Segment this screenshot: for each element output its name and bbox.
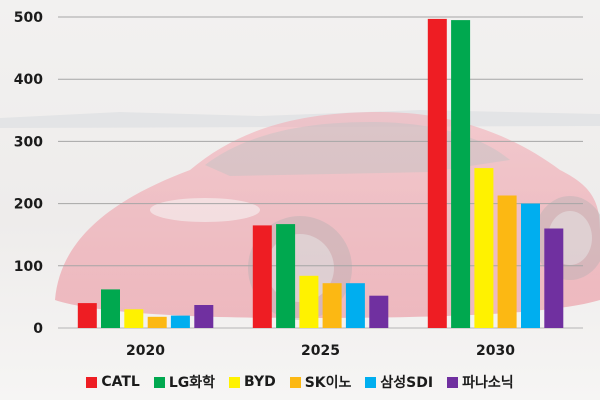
legend-item: SK이노 bbox=[289, 372, 352, 392]
legend-item: 삼성SDI bbox=[365, 372, 433, 392]
legend-label: CATL bbox=[101, 374, 140, 390]
y-tick-label: 200 bbox=[14, 197, 43, 213]
bar-파나소닉-2025 bbox=[369, 295, 389, 328]
legend-label: LG화학 bbox=[168, 375, 216, 391]
bar-SK이노-2030 bbox=[497, 195, 517, 328]
legend-swatch bbox=[365, 376, 377, 388]
legend-label: SK이노 bbox=[304, 375, 352, 391]
legend-swatch bbox=[86, 376, 98, 388]
bar-BYD-2030 bbox=[474, 168, 494, 328]
legend-item: BYD bbox=[229, 374, 276, 390]
bar-SK이노-2025 bbox=[322, 283, 342, 328]
legend-swatch bbox=[289, 376, 301, 388]
legend: CATL LG화학 BYD SK이노 삼성SDI 파나소닉 bbox=[0, 369, 600, 395]
legend-label: BYD bbox=[244, 374, 276, 390]
legend-item: LG화학 bbox=[153, 372, 216, 392]
y-tick-label: 300 bbox=[14, 134, 43, 150]
bar-파나소닉-2030 bbox=[544, 228, 564, 328]
legend-swatch bbox=[229, 376, 241, 388]
y-axis-ticks: 0 100 200 300 400 500 bbox=[14, 10, 43, 337]
bar-CATL-2030 bbox=[427, 18, 447, 329]
bar-SK이노-2020 bbox=[147, 316, 167, 328]
x-category-label: 2020 bbox=[126, 343, 165, 359]
y-tick-label: 400 bbox=[14, 72, 43, 88]
bar-삼성SDI-2030 bbox=[521, 203, 540, 328]
legend-item: 파나소닉 bbox=[447, 372, 514, 392]
x-category-label: 2025 bbox=[301, 343, 340, 359]
bar-LG화학-2025 bbox=[276, 224, 296, 328]
y-tick-label: 0 bbox=[33, 321, 43, 337]
bar-BYD-2025 bbox=[299, 275, 319, 328]
gridlines bbox=[58, 16, 583, 329]
bar-BYD-2020 bbox=[124, 309, 144, 328]
bars bbox=[77, 18, 564, 329]
x-category-label: 2030 bbox=[476, 343, 515, 359]
legend-label: 삼성SDI bbox=[380, 375, 434, 391]
bar-CATL-2025 bbox=[252, 225, 272, 328]
legend-item: CATL bbox=[86, 374, 140, 390]
x-axis-categories: 2020 2025 2030 bbox=[126, 343, 515, 359]
y-tick-label: 500 bbox=[14, 10, 43, 26]
bar-LG화학-2020 bbox=[101, 289, 120, 328]
legend-swatch bbox=[153, 376, 165, 388]
bar-CATL-2020 bbox=[77, 303, 97, 328]
bar-삼성SDI-2025 bbox=[345, 283, 365, 328]
legend-label: 파나소닉 bbox=[462, 375, 514, 391]
legend-swatch bbox=[447, 376, 459, 388]
y-tick-label: 100 bbox=[14, 259, 43, 275]
bar-파나소닉-2020 bbox=[194, 305, 214, 328]
bar-LG화학-2030 bbox=[451, 20, 471, 328]
bar-삼성SDI-2020 bbox=[170, 315, 190, 328]
